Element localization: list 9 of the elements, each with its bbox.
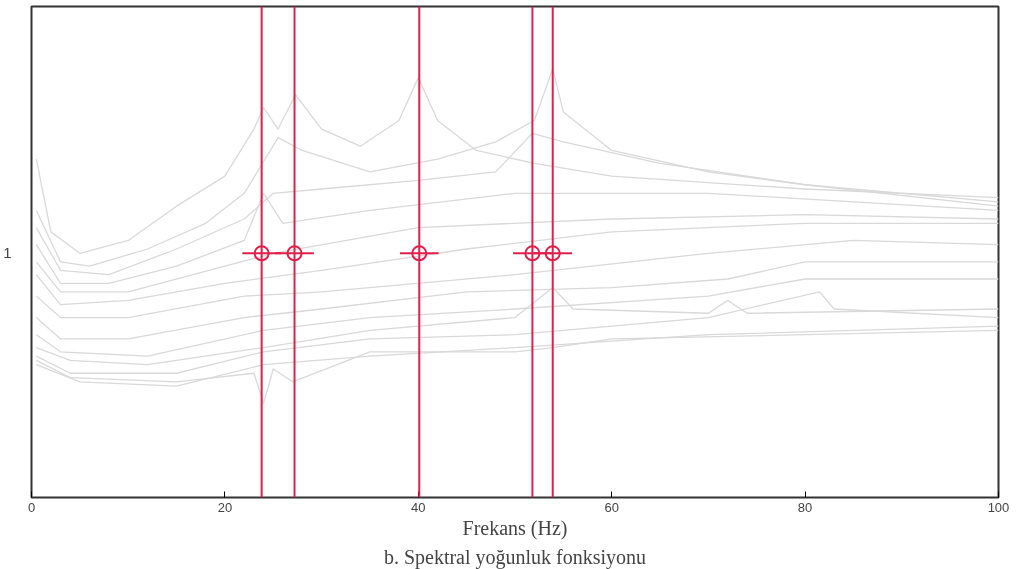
text: 1: [3, 244, 12, 262]
x-tick-label: 0: [27, 499, 36, 515]
x-tick-label: 40: [411, 499, 426, 515]
x-tick-label: 100: [987, 499, 1010, 515]
text: b. Spektral yoğunluk fonksiyonu: [383, 545, 647, 569]
x-tick-label: 60: [604, 499, 619, 515]
x-axis-title: Frekans (Hz): [462, 516, 568, 540]
x-tick-label: 80: [797, 499, 813, 515]
x-tick-label: 20: [217, 499, 233, 515]
